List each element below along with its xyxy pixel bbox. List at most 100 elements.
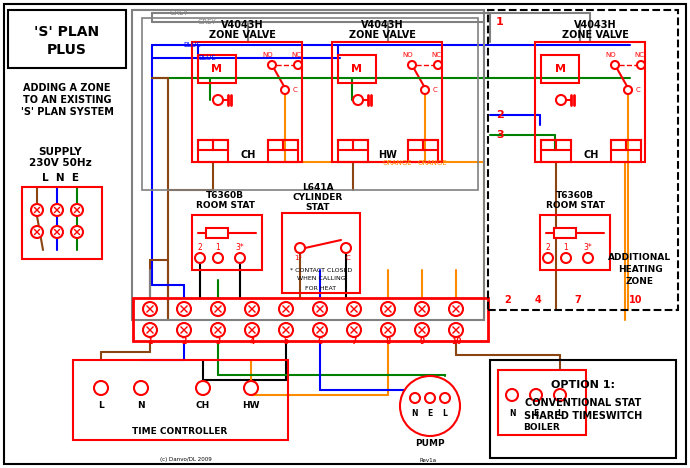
Bar	[353, 140, 368, 150]
Circle shape	[51, 204, 63, 216]
Text: L: L	[98, 401, 104, 410]
Text: T6360B: T6360B	[206, 190, 244, 199]
Text: M: M	[212, 64, 222, 74]
Circle shape	[611, 61, 619, 69]
Text: PLUS: PLUS	[47, 43, 87, 57]
Text: STAT: STAT	[306, 204, 331, 212]
Bar	[408, 140, 423, 150]
Bar	[332, 42, 442, 162]
Bar	[611, 140, 641, 162]
Bar	[192, 215, 262, 270]
Bar	[198, 140, 228, 162]
Text: HEATING: HEATING	[618, 265, 662, 275]
Bar	[192, 42, 302, 162]
Text: FOR HEAT: FOR HEAT	[306, 285, 337, 291]
Text: E: E	[427, 410, 433, 418]
Text: 'S' PLAN SYSTEM: 'S' PLAN SYSTEM	[21, 107, 113, 117]
Bar	[338, 55, 376, 83]
Circle shape	[381, 323, 395, 337]
Text: C: C	[293, 87, 297, 93]
Text: 1: 1	[148, 336, 152, 345]
Circle shape	[294, 61, 302, 69]
Text: NC: NC	[431, 52, 441, 58]
Circle shape	[143, 302, 157, 316]
Circle shape	[583, 253, 593, 263]
Text: NC: NC	[291, 52, 301, 58]
Text: BLUE: BLUE	[183, 42, 201, 48]
Circle shape	[31, 204, 43, 216]
Circle shape	[347, 323, 361, 337]
Text: ROOM STAT: ROOM STAT	[546, 200, 604, 210]
Circle shape	[434, 61, 442, 69]
Text: C: C	[433, 87, 437, 93]
Text: (c) Danvo/DL 2009: (c) Danvo/DL 2009	[160, 458, 212, 462]
Text: M: M	[351, 64, 362, 74]
Text: HW: HW	[379, 150, 397, 160]
Circle shape	[637, 61, 645, 69]
Bar	[535, 42, 645, 162]
Text: TIME CONTROLLER: TIME CONTROLLER	[132, 427, 228, 437]
Circle shape	[421, 86, 429, 94]
Circle shape	[211, 323, 225, 337]
Text: CONVENTIONAL STAT: CONVENTIONAL STAT	[525, 398, 641, 408]
Circle shape	[410, 393, 420, 403]
Text: 3: 3	[215, 336, 221, 345]
Bar	[498, 370, 586, 435]
Text: C: C	[346, 255, 351, 261]
Text: OPTION 1:: OPTION 1:	[551, 380, 615, 390]
Text: L: L	[558, 409, 562, 417]
Text: * CONTACT CLOSED: * CONTACT CLOSED	[290, 268, 352, 272]
Text: V4043H: V4043H	[573, 20, 616, 30]
Text: ROOM STAT: ROOM STAT	[195, 200, 255, 210]
Circle shape	[415, 323, 429, 337]
Circle shape	[244, 381, 258, 395]
Text: 2: 2	[197, 243, 202, 253]
Circle shape	[235, 253, 245, 263]
Text: 2: 2	[181, 336, 186, 345]
Text: 4: 4	[249, 336, 255, 345]
Text: L641A: L641A	[302, 183, 334, 192]
Bar	[541, 55, 579, 83]
Circle shape	[51, 226, 63, 238]
Text: 10: 10	[629, 295, 643, 305]
Bar	[73, 360, 288, 440]
Circle shape	[281, 86, 289, 94]
Bar	[198, 140, 213, 150]
Text: N: N	[509, 409, 515, 417]
Bar	[8, 10, 126, 68]
Text: 7: 7	[575, 295, 582, 305]
Text: 'S' PLAN: 'S' PLAN	[34, 25, 99, 39]
Text: V4043H: V4043H	[361, 20, 404, 30]
Text: 3*: 3*	[584, 243, 593, 253]
Circle shape	[134, 381, 148, 395]
Circle shape	[561, 253, 571, 263]
Bar	[198, 55, 236, 83]
Circle shape	[543, 253, 553, 263]
Bar	[142, 18, 478, 190]
Circle shape	[245, 323, 259, 337]
Text: ZONE VALVE: ZONE VALVE	[208, 30, 275, 40]
Text: 10: 10	[451, 336, 461, 345]
Bar	[541, 140, 571, 162]
Circle shape	[213, 253, 223, 263]
Bar	[626, 140, 641, 150]
Text: CH: CH	[583, 150, 599, 160]
Circle shape	[313, 323, 327, 337]
Circle shape	[440, 393, 450, 403]
Circle shape	[196, 381, 210, 395]
Bar	[423, 140, 438, 150]
Text: 4: 4	[535, 295, 542, 305]
Circle shape	[400, 376, 460, 436]
Text: NO: NO	[403, 52, 413, 58]
Circle shape	[556, 95, 566, 105]
Text: NO: NO	[263, 52, 273, 58]
Circle shape	[313, 302, 327, 316]
Text: N: N	[412, 410, 418, 418]
Bar	[488, 10, 678, 310]
Text: 1: 1	[215, 243, 220, 253]
Text: V4043H: V4043H	[221, 20, 264, 30]
Text: M: M	[555, 64, 566, 74]
Text: L: L	[442, 410, 447, 418]
Text: SUPPLY: SUPPLY	[38, 147, 82, 157]
Text: BOILER: BOILER	[524, 423, 560, 431]
